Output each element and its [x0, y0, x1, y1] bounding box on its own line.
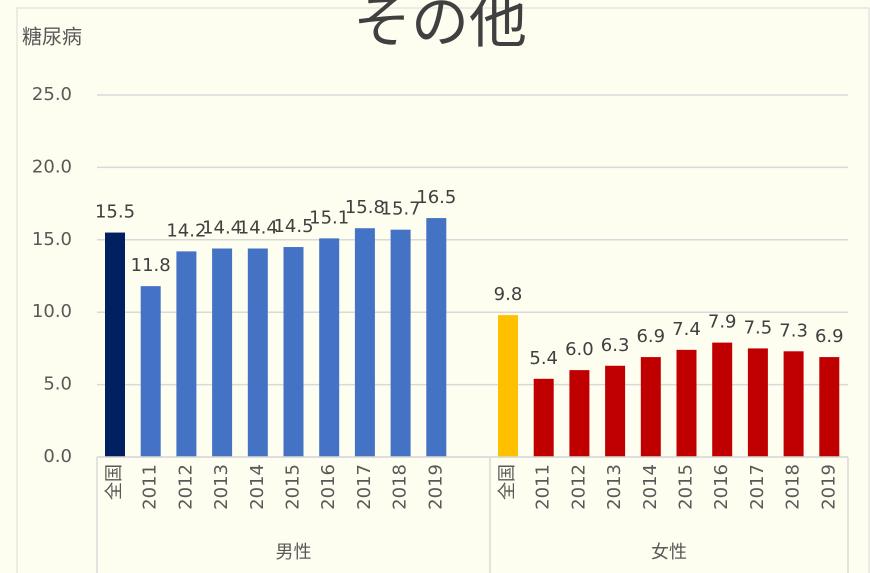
data-label: 7.3 [779, 320, 808, 341]
x-tick-label: 2019 [425, 464, 446, 510]
data-label: 9.8 [494, 284, 523, 305]
bar [283, 247, 304, 457]
x-tick-label: 2015 [283, 464, 304, 510]
data-label: 7.5 [744, 317, 773, 338]
data-label: 11.8 [131, 255, 171, 276]
x-tick-label: 2011 [533, 464, 554, 510]
bar [212, 248, 233, 457]
y-tick-label: 15.0 [32, 229, 72, 250]
x-tick-label: 2017 [747, 464, 768, 510]
bar [105, 232, 125, 457]
y-tick-label: 25.0 [32, 84, 72, 105]
data-label: 15.7 [381, 199, 421, 220]
y-tick-label: 10.0 [32, 301, 72, 322]
data-label: 14.2 [166, 220, 206, 241]
x-tick-label: 2016 [711, 464, 732, 510]
y-tick-label: 5.0 [43, 374, 72, 395]
x-tick-label: 2015 [676, 464, 697, 510]
x-tick-label: 2012 [175, 464, 196, 510]
data-label: 6.0 [565, 339, 594, 360]
y-axis-label: 糖尿病 [22, 25, 82, 49]
bar [569, 370, 590, 457]
data-label: 7.9 [708, 312, 737, 333]
data-label: 7.4 [672, 319, 701, 340]
bar [354, 228, 375, 457]
data-label: 14.4 [238, 217, 278, 238]
x-tick-label: 2013 [211, 464, 232, 510]
data-label: 15.5 [95, 202, 135, 223]
y-tick-label: 20.0 [32, 156, 72, 177]
bar [605, 365, 626, 457]
x-tick-label: 2019 [818, 464, 839, 510]
x-tick-label: 2016 [318, 464, 339, 510]
x-tick-label: 2017 [354, 464, 375, 510]
x-tick-label: 2012 [568, 464, 589, 510]
x-tick-label: 2014 [640, 464, 661, 510]
bar [747, 348, 768, 457]
data-label: 14.5 [273, 216, 313, 237]
bar [533, 378, 554, 457]
bar [819, 357, 840, 457]
x-tick-label: 2018 [390, 464, 411, 510]
bar [712, 342, 733, 457]
data-label: 15.8 [345, 197, 385, 218]
x-tick-label: 2011 [140, 464, 161, 510]
data-label: 6.9 [815, 326, 844, 347]
bar [783, 351, 804, 457]
bar [498, 315, 518, 457]
data-label: 15.1 [309, 207, 349, 228]
bar [176, 251, 197, 457]
y-tick-label: 0.0 [43, 446, 72, 467]
x-tick-label: 2018 [783, 464, 804, 510]
bar [140, 286, 161, 457]
bar [676, 349, 697, 457]
bar [247, 248, 268, 457]
bar [390, 229, 411, 457]
x-tick-label: 全国 [497, 464, 518, 500]
x-tick-label: 2013 [604, 464, 625, 510]
bar [640, 357, 661, 457]
data-label: 16.5 [416, 187, 456, 208]
group-label: 男性 [276, 542, 312, 563]
x-tick-label: 全国 [104, 464, 125, 500]
chart-title: その他 [353, 0, 527, 56]
data-label: 5.4 [529, 348, 558, 369]
x-tick-label: 2014 [247, 464, 268, 510]
data-label: 6.3 [601, 335, 630, 356]
bar [319, 238, 340, 457]
bar [426, 218, 447, 457]
group-label: 女性 [651, 542, 687, 563]
data-label: 6.9 [636, 326, 665, 347]
data-label: 14.4 [202, 217, 242, 238]
